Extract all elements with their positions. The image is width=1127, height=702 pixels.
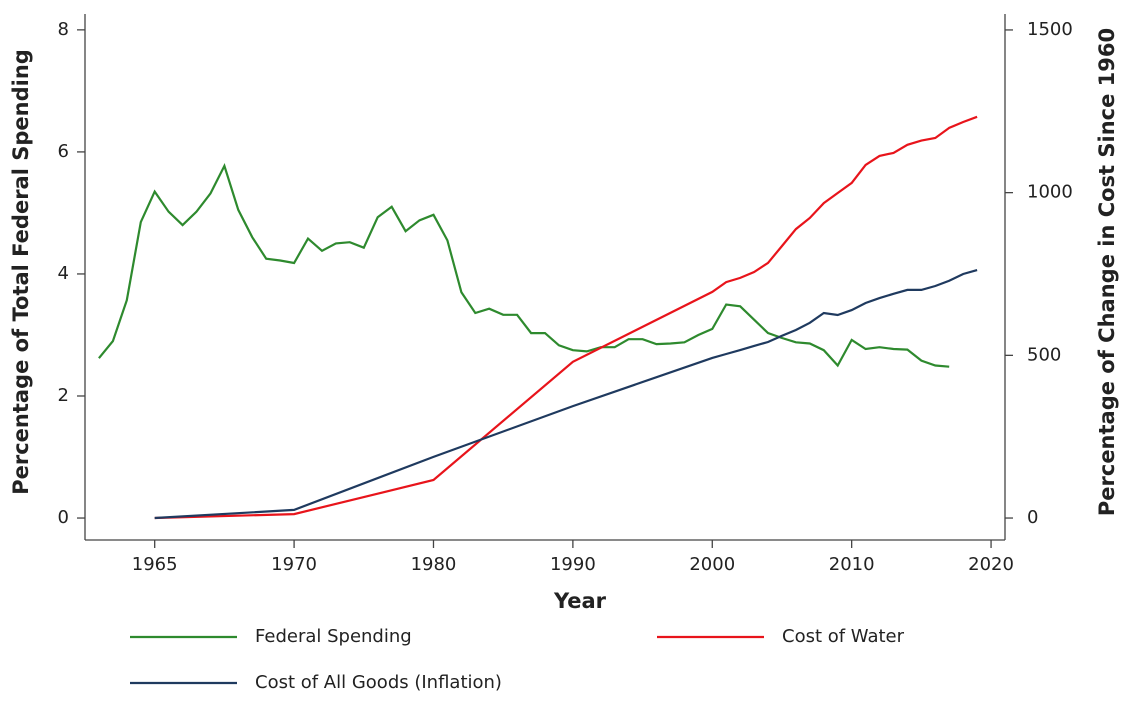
legend-label: Cost of All Goods (Inflation) — [255, 672, 502, 693]
y-tick-label: 0 — [58, 507, 69, 528]
series-line — [154, 115, 978, 520]
x-tick-label: 1970 — [271, 554, 317, 575]
x-tick-label: 1980 — [411, 554, 457, 575]
legend-label: Cost of Water — [782, 626, 905, 647]
x-tick-label: 2020 — [968, 554, 1014, 575]
y-tick-label: 6 — [58, 141, 69, 162]
x-tick-label: 1965 — [132, 554, 178, 575]
y2-tick-label: 0 — [1027, 507, 1038, 528]
x-tick-label: 1990 — [550, 554, 596, 575]
series-line — [98, 162, 950, 368]
y2-tick-label: 1500 — [1027, 19, 1073, 40]
x-tick-label: 2010 — [829, 554, 875, 575]
series-line — [154, 269, 978, 520]
x-axis-label: Year — [553, 589, 607, 613]
y-tick-label: 8 — [58, 19, 69, 40]
y2-tick-label: 1000 — [1027, 182, 1073, 203]
y-axis-label: Percentage of Total Federal Spending — [9, 49, 33, 495]
y2-axis-label: Percentage of Change in Cost Since 1960 — [1095, 28, 1119, 516]
y-tick-label: 2 — [58, 385, 69, 406]
y-tick-label: 4 — [58, 263, 69, 284]
x-tick-label: 2000 — [689, 554, 735, 575]
legend-label: Federal Spending — [255, 626, 412, 647]
y2-tick-label: 500 — [1027, 344, 1061, 365]
